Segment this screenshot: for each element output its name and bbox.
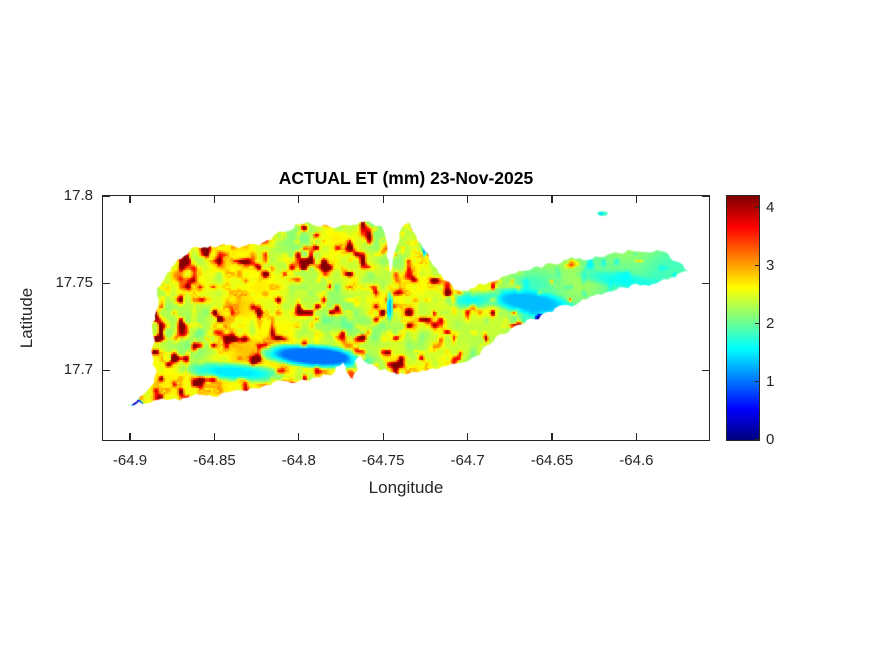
x-tick-mark (213, 433, 215, 440)
colorbar-tick-mark (755, 439, 759, 441)
y-tick-label: 17.75 (55, 274, 93, 292)
colorbar-tick-label: 2 (766, 314, 775, 332)
colorbar-tick-mark (755, 381, 759, 383)
x-tick-label: -64.8 (281, 452, 316, 469)
plot-area (102, 195, 710, 441)
y-tick-mark-right (702, 282, 709, 284)
colorbar-tick-label: 1 (766, 372, 775, 390)
colorbar-tick-label: 4 (766, 198, 775, 216)
chart-title: ACTUAL ET (mm) 23-Nov-2025 (278, 168, 534, 188)
y-tick-mark-right (702, 195, 709, 197)
x-tick-label: -64.9 (112, 452, 148, 469)
colorbar-tick-label: 0 (766, 431, 775, 448)
colorbar-tick-label: 3 (766, 256, 775, 274)
x-tick-mark-top (467, 196, 469, 203)
x-axis-label: Longitude (368, 478, 444, 497)
x-tick-label: -64.85 (193, 452, 236, 469)
y-tick-label: 17.8 (63, 187, 93, 204)
colorbar-tick-mark (755, 265, 759, 267)
x-tick-mark (467, 433, 469, 440)
x-tick-mark (635, 433, 637, 440)
x-tick-mark (382, 433, 384, 440)
y-tick-label: 17.7 (63, 361, 93, 379)
y-tick-mark (103, 282, 110, 284)
x-tick-label: -64.65 (530, 452, 574, 469)
x-tick-label: -64.7 (450, 452, 485, 469)
x-tick-label: -64.6 (619, 452, 654, 469)
y-tick-mark-right (702, 369, 709, 371)
colorbar-tick-mark (755, 207, 759, 209)
x-tick-mark-top (298, 196, 300, 203)
colorbar-tick-mark (755, 323, 759, 325)
colorbar-gradient (727, 196, 759, 440)
x-tick-mark-top (635, 196, 637, 203)
y-tick-mark (103, 195, 110, 197)
x-tick-mark (551, 433, 553, 440)
y-tick-mark (103, 369, 110, 371)
x-tick-mark-top (382, 196, 384, 203)
x-tick-mark-top (551, 196, 553, 203)
x-tick-mark (298, 433, 300, 440)
x-tick-label: -64.75 (361, 452, 405, 469)
x-tick-mark-top (213, 196, 215, 203)
x-tick-mark-top (129, 196, 131, 203)
island-heatmap-canvas (103, 196, 709, 440)
x-tick-mark (129, 433, 131, 440)
colorbar (726, 195, 760, 441)
